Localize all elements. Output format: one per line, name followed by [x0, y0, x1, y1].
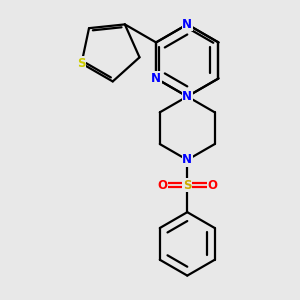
Text: N: N — [151, 72, 161, 85]
Text: N: N — [182, 90, 192, 103]
Text: S: S — [77, 57, 86, 70]
Text: O: O — [208, 178, 218, 192]
Text: O: O — [157, 178, 167, 192]
Text: S: S — [183, 178, 191, 192]
Text: N: N — [182, 18, 192, 31]
Text: N: N — [182, 153, 192, 167]
